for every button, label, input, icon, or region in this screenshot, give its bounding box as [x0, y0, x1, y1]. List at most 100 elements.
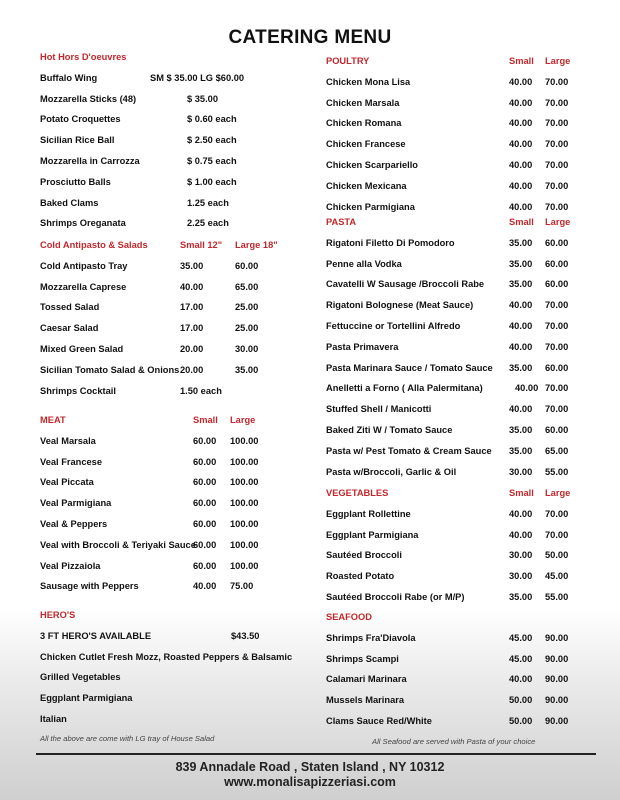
item-price-large: 70.00	[545, 201, 569, 212]
item-name: Baked Ziti W / Tomato Sauce	[326, 424, 453, 435]
item-price-large: 90.00	[545, 653, 569, 664]
item-price-large: 70.00	[545, 341, 569, 352]
item-price-large: 100.00	[230, 456, 259, 467]
menu-item: Grilled Vegetables	[0, 672, 620, 693]
item-price-small: 40.00	[509, 674, 533, 685]
item-price-small: 60.00	[193, 498, 217, 509]
item-price-large: 90.00	[545, 632, 569, 643]
menu-item: Sicilian Tomato Salad & Onions 20.00 35.00	[0, 365, 620, 386]
item-name: Shrimps Oreganata	[40, 218, 126, 229]
item-price-large: 35.00	[235, 364, 259, 375]
item-price-small: 35.00	[509, 362, 533, 373]
menu-item: Veal with Broccoli & Teriyaki Sauce 60.00…	[0, 540, 620, 561]
item-name: Sausage with Peppers	[40, 581, 139, 592]
section-header: POULTRY Small Large	[0, 56, 620, 77]
menu-item: Mozzarella Sticks (48) $ 35.00	[0, 94, 620, 115]
item-price-large: 100.00	[230, 518, 259, 529]
item-price: $ 35.00	[187, 93, 219, 104]
section-title: MEAT	[40, 415, 66, 425]
item-price-large: 70.00	[545, 383, 569, 394]
item-price-small: 40.00	[509, 159, 533, 170]
item-price-small: 40.00	[509, 341, 533, 352]
item-price-small: 40.00	[193, 581, 217, 592]
item-name: Eggplant Rollettine	[326, 508, 411, 519]
item-price-large: 60.00	[235, 260, 259, 271]
menu-item: Caesar Salad 17.00 25.00	[0, 323, 620, 344]
item-price-small: 40.00	[509, 76, 533, 87]
item-price-small: 40.00	[509, 529, 533, 540]
menu-item: Veal Pizzaiola 60.00 100.00	[0, 561, 620, 582]
item-price-large: 60.00	[545, 279, 569, 290]
item-price-large: 70.00	[545, 97, 569, 108]
menu-item: Shrimps Scampi 45.00 90.00	[0, 654, 620, 675]
item-price-large: 55.00	[545, 466, 569, 477]
footer-website[interactable]: www.monalisapizzeriasi.com	[224, 775, 396, 789]
small-column-label: Small	[509, 488, 534, 498]
section-title: HERO'S	[40, 610, 76, 620]
item-price-small: 17.00	[180, 302, 204, 313]
section-title: POULTRY	[326, 56, 370, 66]
item-price-small: 40.00	[515, 383, 539, 394]
item-name: Roasted Potato	[326, 571, 395, 582]
item-price-small: 35.00	[180, 260, 204, 271]
item-price-small: 40.00	[509, 300, 533, 311]
item-price-small: 40.00	[509, 320, 533, 331]
item-price-small: 40.00	[509, 508, 533, 519]
item-price-small: 40.00	[180, 281, 204, 292]
item-price-small: 30.00	[509, 571, 533, 582]
item-price-small: 1.50 each	[180, 385, 222, 396]
item-price-large: 60.00	[545, 424, 569, 435]
menu-item: Baked Ziti W / Tomato Sauce 35.00 60.00	[0, 425, 620, 446]
item-name: Buffalo Wing	[40, 72, 98, 83]
item-name: Veal & Peppers	[40, 518, 108, 529]
item-name: Potato Croquettes	[40, 114, 121, 125]
item-name: Penne alla Vodka	[326, 258, 402, 269]
menu-item: Baked Clams 1.25 each	[0, 198, 620, 219]
item-price-large: 25.00	[235, 323, 259, 334]
section-title: VEGETABLES	[326, 488, 389, 498]
large-column-label: Large 18"	[235, 240, 278, 250]
large-column-label: Large	[230, 415, 256, 425]
section-header: MEAT Small Large	[0, 415, 620, 436]
item-price-small: 35.00	[509, 424, 533, 435]
menu-item: Pasta Marinara Sauce / Tomato Sauce 35.00…	[0, 363, 620, 384]
menu-item: Chicken Mona Lisa 40.00 70.00	[0, 77, 620, 98]
menu-item: Buffalo Wing SM $ 35.00 LG $60.00	[0, 73, 620, 94]
menu-item: Chicken Mexicana 40.00 70.00	[0, 181, 620, 202]
item-price-small: 60.00	[193, 539, 217, 550]
item-name: Shrimps Fra'Diavola	[326, 632, 416, 643]
item-price-large: 75.00	[230, 581, 254, 592]
menu-item: Veal Francese 60.00 100.00	[0, 457, 620, 478]
item-name: Prosciutto Balls	[40, 176, 111, 187]
menu-item: Chicken Marsala 40.00 70.00	[0, 98, 620, 119]
item-price-small: 40.00	[509, 97, 533, 108]
menu-item: Pasta w/ Pest Tomato & Cream Sauce 35.00 6…	[0, 446, 620, 467]
item-name: Calamari Marinara	[326, 674, 407, 685]
item-name: Chicken Mexicana	[326, 180, 407, 191]
menu-item: Rigatoni Filetto Di Pomodoro 35.00 60.00	[0, 238, 620, 259]
item-price-large: 60.00	[545, 258, 569, 269]
item-price-large: 70.00	[545, 180, 569, 191]
menu-item: Mixed Green Salad 20.00 30.00	[0, 344, 620, 365]
item-name: Mozzarella Caprese	[40, 281, 127, 292]
small-column-label: Small	[193, 415, 218, 425]
section-header: Cold Antipasto & Salads Small 12" Large 18…	[0, 240, 620, 261]
item-price-small: $43.50	[231, 630, 260, 641]
item-price: SM $ 35.00 LG $60.00	[150, 72, 245, 83]
item-price-large: 70.00	[545, 300, 569, 311]
item-name: Pasta w/Broccoli, Garlic & Oil	[326, 466, 457, 477]
item-name: Shrimps Cocktail	[40, 385, 116, 396]
small-column-label: Small	[509, 56, 534, 66]
section-title: PASTA	[326, 217, 357, 227]
item-price-small: 40.00	[509, 118, 533, 129]
menu-item: Shrimps Fra'Diavola 45.00 90.00	[0, 633, 620, 654]
section-heros: HERO'S 3 FT HERO'S AVAILABLE $43.50 Chicken…	[0, 610, 620, 735]
item-price-small: 40.00	[509, 139, 533, 150]
item-name: Veal Marsala	[40, 435, 96, 446]
menu-item: Mozzarella Caprese 40.00 65.00	[0, 282, 620, 303]
item-name: Chicken Marsala	[326, 97, 400, 108]
item-name: Veal Parmigiana	[40, 498, 112, 509]
item-price-small: 30.00	[509, 550, 533, 561]
item-price-large: 65.00	[545, 445, 569, 456]
item-price: $ 0.60 each	[187, 114, 237, 125]
